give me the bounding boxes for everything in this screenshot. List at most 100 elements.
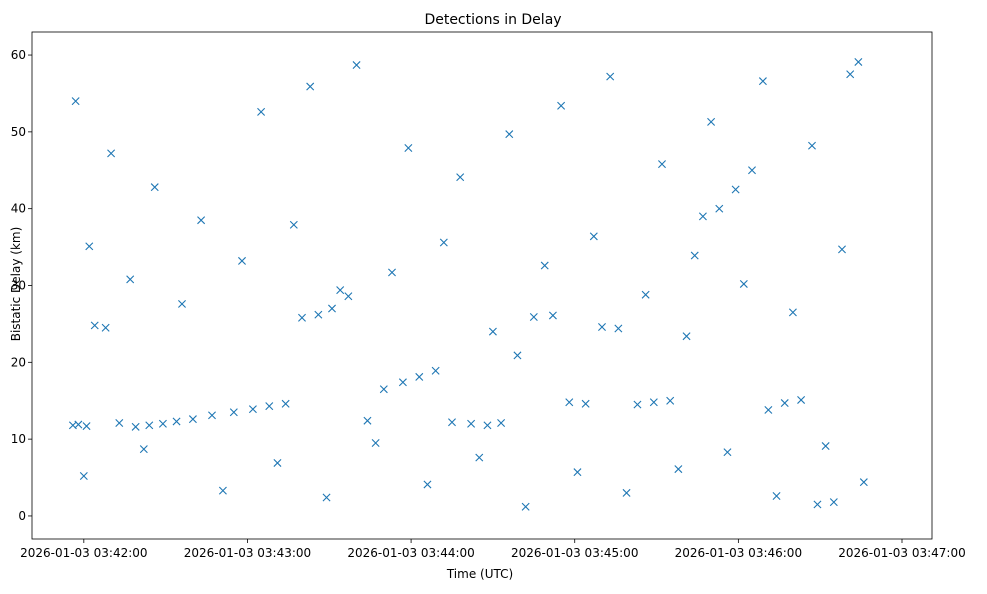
x-tick-label: 2026-01-03 03:45:00 (511, 546, 638, 560)
data-point (79, 472, 88, 480)
axis-ticks: 0 10 20 30 40 50 60 2026-01-03 03:42:00 2026-01-… (11, 48, 966, 560)
data-point (488, 327, 497, 336)
data-point (589, 232, 598, 241)
data-point (633, 400, 642, 409)
chart-title: Detections in Delay (424, 12, 561, 28)
data-point (764, 405, 773, 414)
data-point (622, 488, 631, 497)
data-point (74, 420, 83, 429)
data-point (197, 216, 206, 225)
data-point (431, 366, 440, 375)
data-point (748, 166, 756, 175)
data-point (289, 220, 298, 229)
data-point (363, 416, 372, 425)
data-point (404, 144, 413, 152)
data-point (780, 399, 789, 408)
data-point (322, 493, 331, 502)
data-point (505, 130, 514, 139)
data-point (398, 378, 407, 387)
y-tick-label: 30 (11, 279, 26, 293)
data-point (456, 173, 465, 182)
data-point (557, 101, 566, 110)
data-point (641, 290, 650, 299)
data-point (448, 418, 456, 427)
data-point (101, 323, 110, 332)
data-point (415, 372, 424, 381)
data-points (68, 57, 868, 511)
data-point (548, 311, 557, 320)
data-point (497, 419, 506, 427)
x-tick-label: 2026-01-03 03:46:00 (675, 546, 802, 560)
data-point (218, 486, 227, 495)
data-point (126, 275, 135, 284)
data-point (328, 304, 336, 313)
data-point (238, 256, 246, 265)
y-axis-label: Bistatic Delay (km) (9, 227, 23, 342)
data-point (513, 351, 522, 360)
data-point (698, 212, 707, 221)
data-point (131, 422, 140, 431)
data-point (666, 396, 675, 405)
data-point (808, 141, 816, 150)
x-tick-label: 2026-01-03 03:42:00 (20, 546, 147, 560)
x-axis-label: Time (UTC) (446, 567, 513, 581)
data-point (178, 299, 186, 308)
data-point (788, 308, 797, 317)
data-point (172, 417, 181, 426)
data-point (115, 419, 124, 427)
y-tick-label: 50 (11, 125, 26, 139)
data-point (85, 242, 94, 251)
y-tick-label: 10 (11, 432, 26, 446)
x-tick-label: 2026-01-03 03:44:00 (347, 546, 474, 560)
data-point (649, 398, 658, 407)
data-point (739, 279, 748, 288)
data-point (336, 286, 345, 295)
data-point (758, 77, 767, 86)
data-point (229, 408, 238, 417)
data-point (467, 419, 476, 428)
y-tick-label: 20 (11, 355, 26, 369)
data-point (573, 468, 582, 477)
data-point (423, 480, 432, 489)
data-point (257, 107, 266, 116)
data-point (281, 399, 290, 408)
data-point (723, 448, 732, 457)
data-point (379, 385, 388, 394)
y-tick-label: 60 (11, 48, 26, 62)
data-point (139, 445, 148, 454)
data-point (352, 61, 361, 70)
data-point (344, 292, 353, 301)
data-point (439, 238, 448, 247)
data-point (854, 57, 863, 66)
data-point (82, 422, 91, 431)
data-point (475, 453, 484, 462)
data-point (682, 332, 691, 341)
data-point (71, 97, 80, 106)
data-point (298, 313, 306, 322)
data-point (606, 72, 615, 81)
data-point (581, 399, 590, 408)
y-tick-label: 0 (18, 509, 26, 523)
data-point (521, 502, 530, 511)
data-point (813, 500, 822, 509)
data-point (829, 498, 838, 507)
data-point (529, 313, 538, 321)
data-point (821, 442, 830, 451)
data-point (772, 491, 781, 500)
data-point (273, 458, 282, 467)
data-point (797, 395, 806, 404)
data-point (598, 322, 606, 331)
data-point (208, 411, 216, 420)
data-point (540, 261, 549, 270)
data-point (388, 268, 396, 277)
data-point (614, 324, 623, 333)
data-point (371, 438, 380, 447)
data-point (846, 70, 855, 79)
data-point (690, 251, 699, 260)
data-point (150, 183, 159, 192)
data-point (265, 402, 274, 411)
data-point (707, 117, 716, 126)
